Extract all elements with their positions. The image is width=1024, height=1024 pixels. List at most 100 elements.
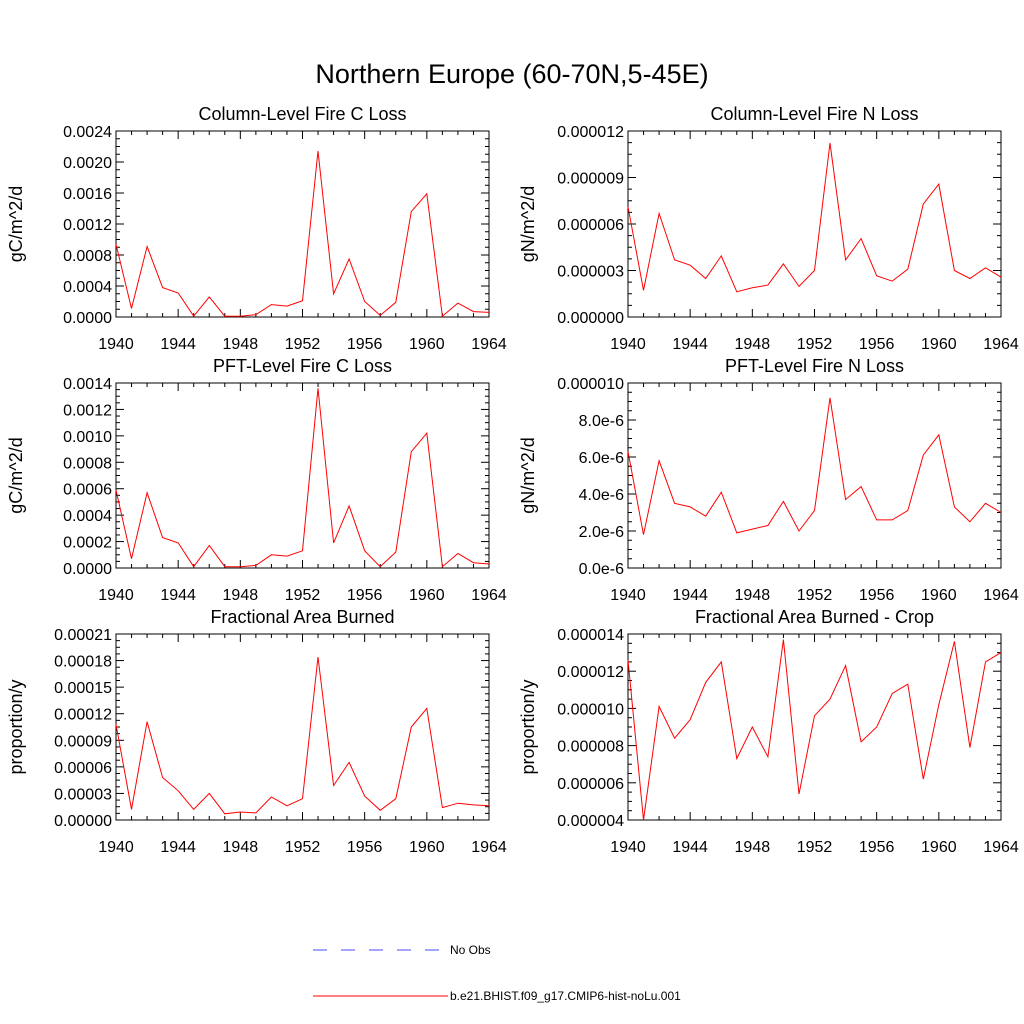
panel-title: Fractional Area Burned - Crop <box>695 607 934 627</box>
x-tick-label: 1948 <box>223 336 259 353</box>
x-tick-label: 1960 <box>921 336 957 353</box>
panel-title: Column-Level Fire C Loss <box>198 104 406 124</box>
x-tick-label: 1944 <box>672 839 708 856</box>
panel-title: PFT-Level Fire C Loss <box>213 356 392 376</box>
series-line <box>115 388 490 568</box>
y-tick-label: 0.00006 <box>54 760 112 777</box>
x-tick-label: 1952 <box>285 587 321 604</box>
y-tick-label: 0.000006 <box>557 217 624 234</box>
series-line <box>115 656 490 815</box>
y-axis-label: gC/m^2/d <box>6 437 26 513</box>
y-axis-label: gN/m^2/d <box>518 186 538 262</box>
y-tick-label: 0.000008 <box>557 739 624 756</box>
y-tick-label: 0.0004 <box>63 279 112 296</box>
panel-title: Fractional Area Burned <box>210 607 394 627</box>
x-tick-label: 1940 <box>610 839 646 856</box>
y-tick-label: 0.0016 <box>63 186 112 203</box>
x-tick-label: 1948 <box>223 587 259 604</box>
x-tick-label: 1964 <box>471 336 507 353</box>
y-tick-label: 0.000009 <box>557 171 624 188</box>
y-axis-label: gC/m^2/d <box>6 186 26 262</box>
y-tick-label: 6.0e-6 <box>579 450 624 467</box>
y-tick-label: 0.000010 <box>557 376 624 393</box>
y-tick-label: 0.000004 <box>557 813 624 830</box>
y-tick-label: 0.0020 <box>63 155 112 172</box>
y-tick-label: 0.0012 <box>63 402 112 419</box>
panel-title: Column-Level Fire N Loss <box>710 104 918 124</box>
y-tick-label: 0.00003 <box>54 786 112 803</box>
y-tick-label: 0.000014 <box>557 627 624 644</box>
x-tick-label: 1952 <box>797 587 833 604</box>
figure-title: Northern Europe (60-70N,5-45E) <box>315 59 708 89</box>
y-tick-label: 0.000012 <box>557 124 624 141</box>
x-tick-label: 1944 <box>160 336 196 353</box>
x-tick-label: 1956 <box>859 587 895 604</box>
x-tick-label: 1952 <box>797 839 833 856</box>
x-tick-label: 1956 <box>347 336 383 353</box>
series-line <box>627 397 1002 535</box>
y-axis-label: gN/m^2/d <box>518 437 538 513</box>
x-tick-label: 1940 <box>98 587 134 604</box>
x-tick-label: 1940 <box>610 336 646 353</box>
x-tick-label: 1956 <box>347 839 383 856</box>
plot-frame <box>627 130 1002 318</box>
x-tick-label: 1944 <box>672 587 708 604</box>
y-tick-label: 0.00009 <box>54 733 112 750</box>
y-tick-label: 0.0008 <box>63 248 112 265</box>
y-tick-label: 0.0000 <box>63 310 112 327</box>
y-tick-label: 0.0002 <box>63 535 112 552</box>
x-tick-label: 1940 <box>610 587 646 604</box>
x-tick-label: 1960 <box>409 587 445 604</box>
y-tick-label: 0.00018 <box>54 654 112 671</box>
y-tick-label: 0.0014 <box>63 376 112 393</box>
x-tick-label: 1940 <box>98 839 134 856</box>
series-line <box>627 142 1002 293</box>
y-tick-label: 0.0006 <box>63 482 112 499</box>
y-tick-label: 0.0008 <box>63 455 112 472</box>
x-tick-label: 1952 <box>797 336 833 353</box>
chart-panel-4: PFT-Level Fire N Loss gN/m^2/d 1940 1944 194… <box>518 356 1019 604</box>
y-tick-label: 0.00021 <box>54 627 112 644</box>
legend-model-label: b.e21.BHIST.f09_g17.CMIP6-hist-noLu.001 <box>450 989 681 1003</box>
panels: Column-Level Fire C Loss gC/m^2/d 1940 1944… <box>6 104 1019 856</box>
y-tick-label: 0.000010 <box>557 701 624 718</box>
x-tick-label: 1944 <box>672 336 708 353</box>
x-tick-label: 1944 <box>160 587 196 604</box>
y-tick-label: 0.0000 <box>63 561 112 578</box>
y-axis-label: proportion/y <box>518 679 538 774</box>
x-tick-label: 1956 <box>859 839 895 856</box>
x-tick-label: 1948 <box>223 839 259 856</box>
x-tick-label: 1964 <box>471 587 507 604</box>
x-tick-label: 1960 <box>921 839 957 856</box>
y-tick-label: 2.0e-6 <box>579 524 624 541</box>
x-tick-label: 1940 <box>98 336 134 353</box>
x-tick-label: 1948 <box>735 336 771 353</box>
y-tick-label: 0.0e-6 <box>579 561 624 578</box>
y-tick-label: 0.000006 <box>557 776 624 793</box>
y-tick-label: 0.0010 <box>63 429 112 446</box>
chart-panel-2: Column-Level Fire N Loss gN/m^2/d 1940 1944… <box>518 104 1019 353</box>
x-tick-label: 1948 <box>735 587 771 604</box>
y-tick-label: 0.000012 <box>557 664 624 681</box>
x-tick-label: 1960 <box>409 839 445 856</box>
y-tick-label: 0.00012 <box>54 707 112 724</box>
x-tick-label: 1956 <box>347 587 383 604</box>
y-tick-label: 0.0024 <box>63 124 112 141</box>
series-line <box>627 639 1002 821</box>
x-tick-label: 1960 <box>921 587 957 604</box>
legend-obs-label: No Obs <box>450 943 491 957</box>
y-tick-label: 0.0004 <box>63 508 112 525</box>
x-tick-label: 1964 <box>983 587 1019 604</box>
y-tick-label: 0.000003 <box>557 264 624 281</box>
x-tick-label: 1948 <box>735 839 771 856</box>
x-tick-label: 1964 <box>983 839 1019 856</box>
series-line <box>115 151 490 318</box>
x-tick-label: 1964 <box>983 336 1019 353</box>
x-tick-label: 1960 <box>409 336 445 353</box>
y-tick-label: 8.0e-6 <box>579 413 624 430</box>
plot-frame <box>115 130 490 318</box>
chart-panel-1: Column-Level Fire C Loss gC/m^2/d 1940 1944… <box>6 104 507 353</box>
x-tick-label: 1952 <box>285 336 321 353</box>
x-tick-label: 1944 <box>160 839 196 856</box>
